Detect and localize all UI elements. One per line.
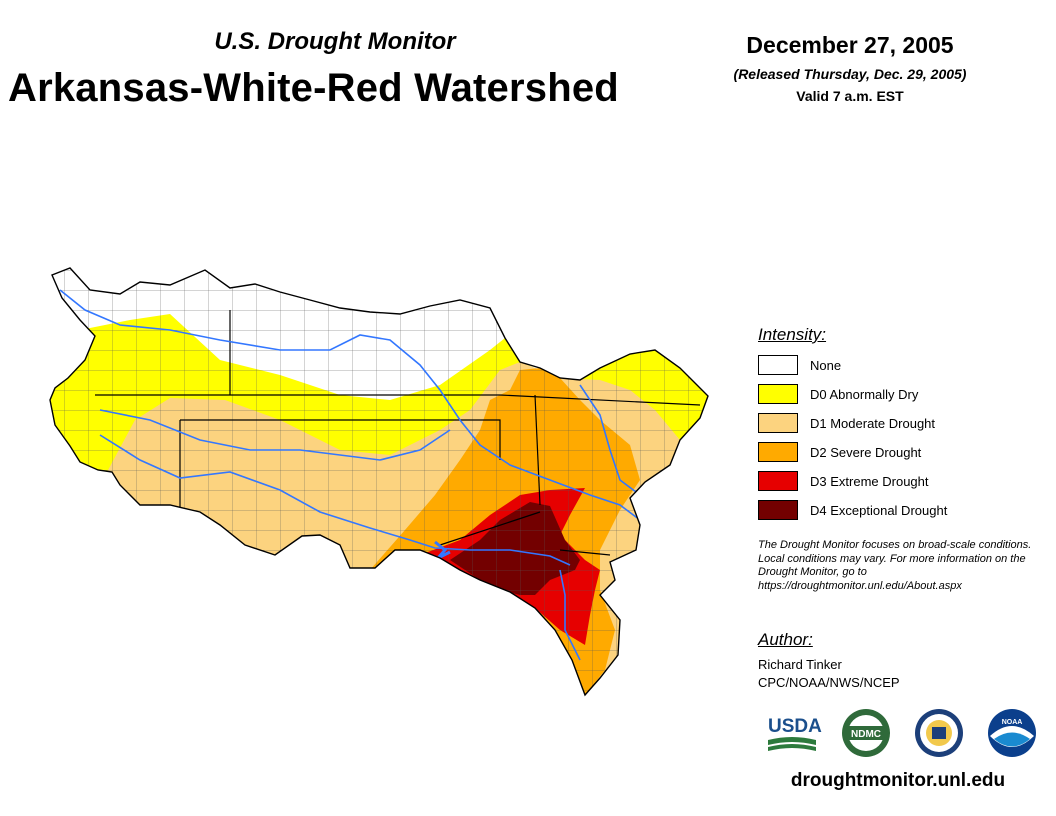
valid-time: Valid 7 a.m. EST [796,88,904,104]
legend-item: D2 Severe Drought [758,441,921,463]
noaa-logo-text: NOAA [1002,719,1023,726]
usda-logo: USDA [768,716,822,751]
legend-label: D4 Exceptional Drought [810,502,948,518]
legend-item: D3 Extreme Drought [758,470,929,492]
doc-seal-logo [915,709,963,757]
lake-texoma [434,540,451,560]
legend-item: D1 Moderate Drought [758,412,935,434]
legend-label: D3 Extreme Drought [810,473,929,489]
agency-logos: USDA NDMC NOAA [768,709,1036,757]
legend-swatch [758,384,798,404]
legend-item: None [758,354,841,376]
legend-item: D0 Abnormally Dry [758,383,918,405]
ndmc-logo-text: NDMC [851,729,881,740]
legend-item: D4 Exceptional Drought [758,499,947,521]
map-title: Arkansas-White-Red Watershed [8,66,619,110]
disclaimer-note: The Drought Monitor focuses on broad-sca… [758,539,1032,592]
drought-map [49,267,709,696]
map-date: December 27, 2005 [746,32,954,58]
state-borders [95,310,701,556]
author-org: CPC/NOAA/NWS/NCEP [758,675,900,690]
legend-label: None [810,357,842,373]
county-grid [50,268,708,695]
legend-swatch [758,442,798,462]
release-date: (Released Thursday, Dec. 29, 2005) [733,66,967,82]
cimarron-river [99,409,451,461]
legend-label: D2 Severe Drought [810,444,922,460]
lower-red-river [559,569,581,661]
red-river [99,434,571,566]
legend-label: D0 Abnormally Dry [810,386,919,402]
website-url[interactable]: droughtmonitor.unl.edu [790,770,1006,791]
rivers [59,289,651,661]
author-name: Richard Tinker [758,657,842,672]
arkansas-river [59,289,641,521]
legend-swatch [758,355,798,375]
legend-swatch [758,413,798,433]
map-subtitle: U.S. Drought Monitor [214,28,456,55]
legend-swatch [758,471,798,491]
legend-label: D1 Moderate Drought [810,415,936,431]
legend-heading: Intensity: [758,325,827,344]
legend-swatch [758,500,798,520]
ndmc-logo: NDMC [842,709,890,757]
noaa-logo: NOAA [988,709,1036,757]
usda-logo-text: USDA [768,716,822,737]
author-heading: Author: [758,630,813,649]
